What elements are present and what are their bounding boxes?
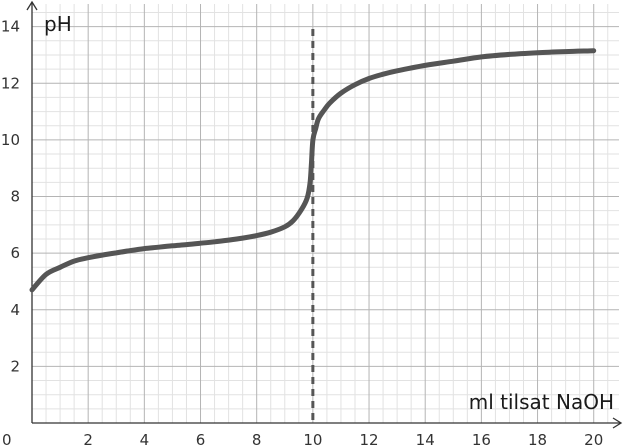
x-tick-label: 6: [196, 431, 206, 448]
x-tick-label: 8: [252, 431, 262, 448]
x-tick-label: 20: [584, 431, 603, 448]
x-tick-label: 16: [472, 431, 491, 448]
y-tick-labels: 2 4 6 8 10 12 14: [1, 18, 20, 376]
x-tick-label: 14: [416, 431, 435, 448]
x-tick-label: 0: [2, 431, 12, 448]
y-tick-label: 14: [1, 18, 20, 36]
y-tick-label: 4: [10, 301, 20, 319]
x-tick-labels: 0 2 4 6 8 10 12 14 16 18 20: [2, 431, 603, 448]
major-grid: [32, 4, 619, 423]
y-tick-label: 8: [10, 188, 20, 206]
x-axis-label: ml tilsat NaOH: [469, 390, 614, 414]
x-tick-label: 18: [528, 431, 547, 448]
titration-curve: [29, 48, 597, 293]
x-tick-label: 12: [359, 431, 378, 448]
y-tick-label: 12: [1, 74, 20, 92]
y-tick-label: 6: [10, 244, 20, 262]
y-tick-label: 10: [1, 131, 20, 149]
minor-grid: [32, 4, 619, 423]
x-tick-label: 10: [303, 431, 322, 448]
x-tick-label: 4: [140, 431, 150, 448]
x-axis-arrow: [612, 417, 623, 429]
y-tick-label: 2: [10, 357, 20, 375]
y-axis-label: pH: [44, 12, 72, 36]
x-tick-label: 2: [83, 431, 93, 448]
y-axis-arrow: [26, 0, 38, 11]
